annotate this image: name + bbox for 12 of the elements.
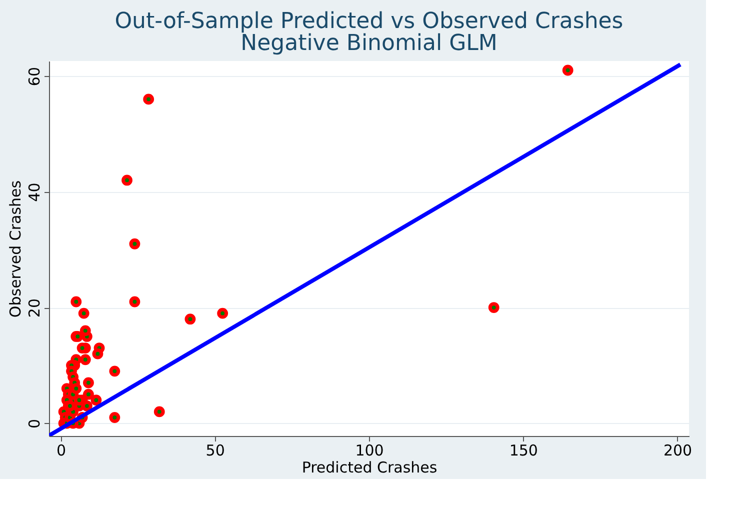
chart-title: Out-of-Sample Predicted vs Observed Crashes [114, 9, 624, 34]
y-tick-label: 40 [26, 182, 44, 202]
y-axis-title: Observed Crashes [6, 180, 24, 318]
x-tick-label: 0 [56, 442, 66, 460]
x-tick-label: 200 [663, 442, 692, 460]
y-tick-label: 20 [26, 298, 44, 318]
x-tick-label: 50 [206, 442, 225, 460]
x-tick-label: 100 [355, 442, 384, 460]
x-tick-label: 150 [509, 442, 538, 460]
y-tick-label: 0 [26, 418, 44, 429]
x-axis-title: Predicted Crashes [302, 458, 438, 476]
y-tick-label: 60 [26, 67, 44, 86]
